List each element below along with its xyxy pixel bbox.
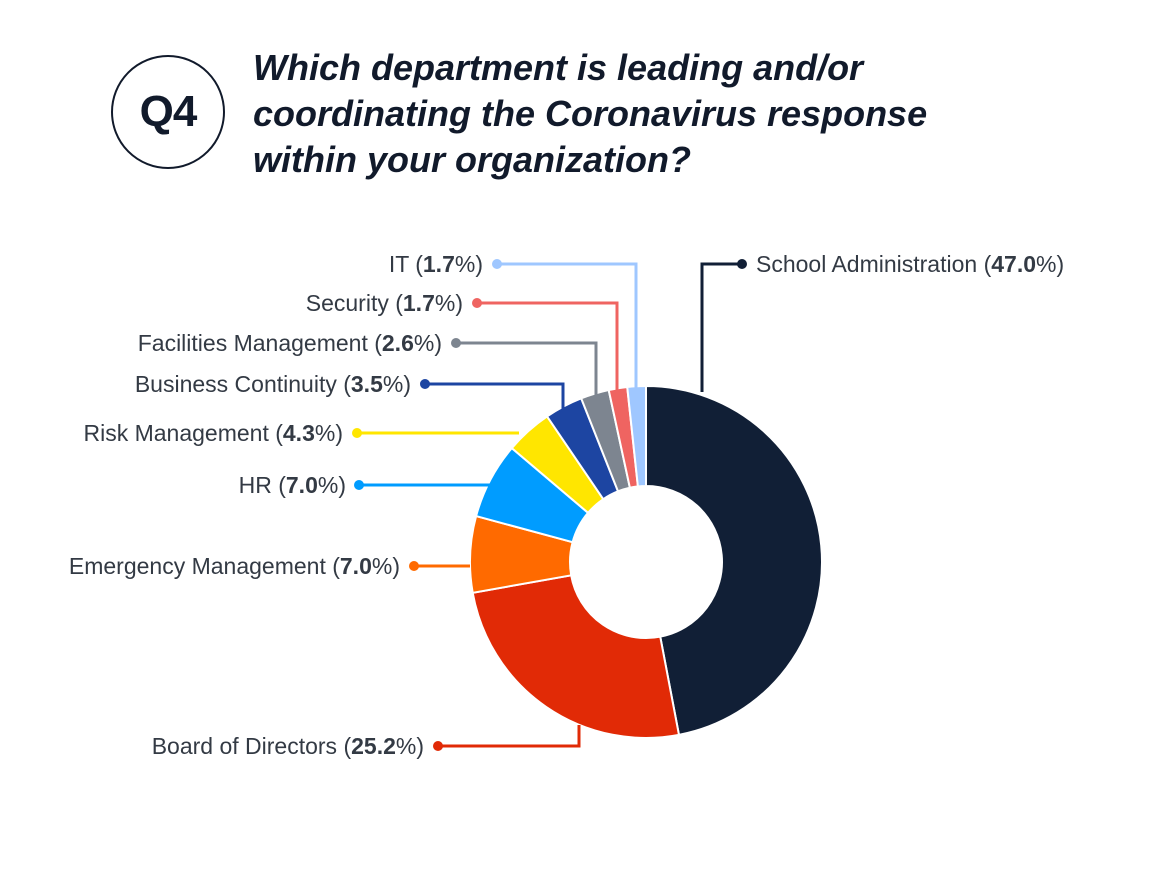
slice-label-business-continuity: Business Continuity (3.5%)	[135, 371, 411, 397]
slice-value-business-continuity: 3.5	[351, 371, 383, 397]
leader-dot-facilities-management	[451, 338, 461, 348]
slice-value-security: 1.7	[403, 290, 435, 316]
slice-it[interactable]	[626, 384, 647, 488]
leader-line-business-continuity	[425, 382, 565, 412]
slice-label-school-administration: School Administration (47.0%)	[756, 251, 1064, 277]
leader-line-facilities-management	[456, 341, 598, 396]
leader-dot-hr	[354, 480, 364, 490]
donut-slices	[469, 384, 823, 739]
slice-label-security: Security (1.7%)	[306, 290, 463, 316]
leader-lines	[352, 259, 747, 751]
slice-value-school-administration: 47.0	[991, 251, 1036, 277]
leader-dot-school-administration	[737, 259, 747, 269]
leader-dot-risk-management	[352, 428, 362, 438]
leader-dot-emergency-management	[409, 561, 419, 571]
slice-label-board-of-directors: Board of Directors (25.2%)	[152, 733, 424, 759]
question-number-badge: Q4	[111, 55, 225, 169]
leader-dot-business-continuity	[420, 379, 430, 389]
leader-dot-security	[472, 298, 482, 308]
leader-line-school-administration	[700, 262, 742, 392]
slice-label-emergency-management: Emergency Management (7.0%)	[69, 553, 400, 579]
chart-title: Which department is leading and/or coord…	[253, 47, 928, 180]
slice-board-of-directors[interactable]	[471, 574, 681, 739]
slice-school-administration[interactable]	[645, 384, 823, 737]
slice-value-emergency-management: 7.0	[340, 553, 372, 579]
leader-line-it	[497, 262, 638, 390]
leader-line-board-of-directors	[438, 725, 581, 748]
slice-value-hr: 7.0	[286, 472, 318, 498]
slice-value-risk-management: 4.3	[283, 420, 315, 446]
slice-value-board-of-directors: 25.2	[351, 733, 396, 759]
slice-label-hr: HR (7.0%)	[239, 472, 346, 498]
slice-label-facilities-management: Facilities Management (2.6%)	[138, 330, 442, 356]
slice-value-facilities-management: 2.6	[382, 330, 414, 356]
leader-line-security	[477, 301, 619, 391]
leader-dot-it	[492, 259, 502, 269]
slice-value-it: 1.7	[423, 251, 455, 277]
slice-labels: School Administration (47.0%) Board of Di…	[69, 251, 1064, 759]
slice-label-risk-management: Risk Management (4.3%)	[83, 420, 343, 446]
slice-label-it: IT (1.7%)	[389, 251, 483, 277]
question-number: Q4	[139, 87, 198, 136]
leader-dot-board-of-directors	[433, 741, 443, 751]
